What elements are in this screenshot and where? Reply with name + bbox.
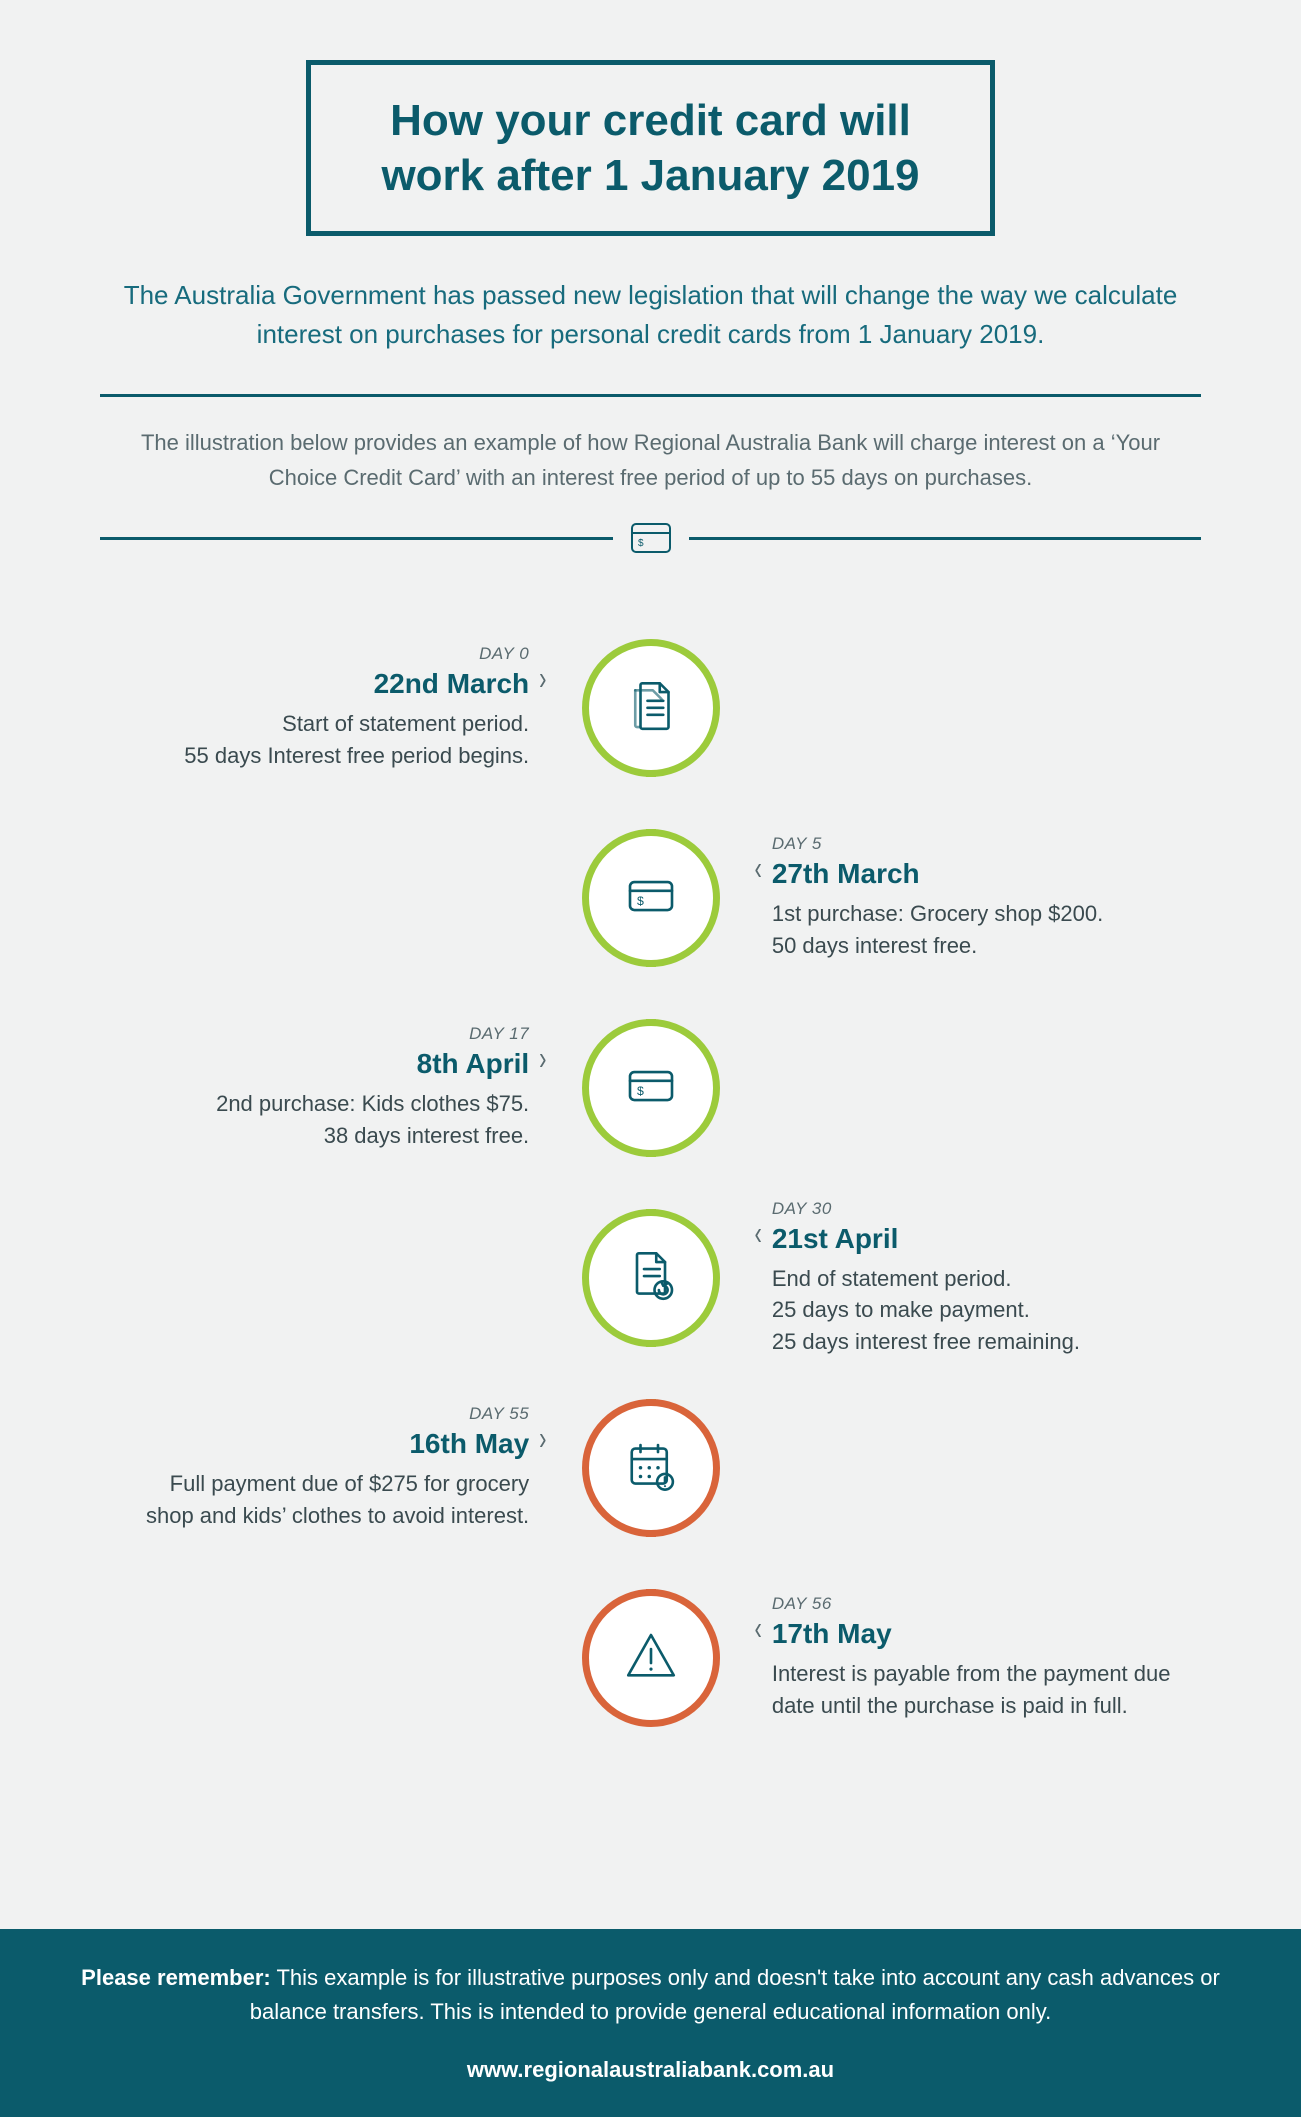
timeline-node: $ xyxy=(582,1019,720,1157)
entry-description: Interest is payable from the payment due… xyxy=(772,1658,1177,1722)
date-label: 8th April xyxy=(216,1048,529,1080)
timeline-node xyxy=(582,1209,720,1347)
timeline-entry: DAY 17 8th April 2nd purchase: Kids clothe… xyxy=(216,1024,529,1152)
timeline-row: ‹DAY 56 17th May Interest is payable from … xyxy=(101,1563,1201,1753)
entry-description: Full payment due of $275 for grocery sho… xyxy=(125,1468,530,1532)
timeline-entry: DAY 55 16th May Full payment due of $275 f… xyxy=(125,1404,530,1532)
timeline-node xyxy=(582,1589,720,1727)
chevron-right-icon: › xyxy=(529,663,556,696)
day-label: DAY 56 xyxy=(772,1594,1177,1614)
entry-description: 1st purchase: Grocery shop $200. 50 days… xyxy=(772,898,1103,962)
timeline-entry: DAY 30 21st April End of statement period.… xyxy=(772,1199,1080,1359)
day-label: DAY 17 xyxy=(216,1024,529,1044)
date-label: 17th May xyxy=(772,1618,1177,1650)
card-icon: $ xyxy=(623,1058,679,1119)
divider-top xyxy=(100,394,1201,397)
sub-paragraph: The illustration below provides an examp… xyxy=(141,425,1161,495)
credit-card-icon: $ xyxy=(631,523,671,553)
day-label: DAY 0 xyxy=(184,644,529,664)
timeline-node: $ xyxy=(582,829,720,967)
entry-description: 2nd purchase: Kids clothes $75. 38 days … xyxy=(216,1088,529,1152)
timeline-entry: DAY 5 27th March 1st purchase: Grocery sho… xyxy=(772,834,1103,962)
divider-line-right xyxy=(689,537,1202,540)
page-title: How your credit card will work after 1 J… xyxy=(381,93,919,203)
title-line-1: How your credit card will xyxy=(390,96,911,145)
document-refresh-icon xyxy=(623,1248,679,1309)
timeline: DAY 0 22nd March Start of statement period… xyxy=(101,613,1201,1868)
footer: Please remember: This example is for ill… xyxy=(0,1929,1301,2117)
document-icon xyxy=(623,678,679,739)
title-line-2: work after 1 January 2019 xyxy=(381,151,919,200)
timeline-entry: DAY 0 22nd March Start of statement period… xyxy=(184,644,529,772)
chevron-right-icon: › xyxy=(529,1423,556,1456)
page: How your credit card will work after 1 J… xyxy=(0,0,1301,2117)
timeline-row: $ ‹DAY 5 27th March 1st purchase: Grocery … xyxy=(101,803,1201,993)
timeline-row: DAY 17 8th April 2nd purchase: Kids clothe… xyxy=(101,993,1201,1183)
timeline-node xyxy=(582,1399,720,1537)
chevron-left-icon: ‹ xyxy=(745,1613,772,1646)
timeline-node xyxy=(582,639,720,777)
date-label: 22nd March xyxy=(184,668,529,700)
timeline-row: DAY 0 22nd March Start of statement period… xyxy=(101,613,1201,803)
svg-text:$: $ xyxy=(637,894,644,908)
entry-description: End of statement period. 25 days to make… xyxy=(772,1263,1080,1359)
date-label: 27th March xyxy=(772,858,1103,890)
footer-note: Please remember: This example is for ill… xyxy=(80,1961,1221,2029)
date-label: 16th May xyxy=(125,1428,530,1460)
card-icon: $ xyxy=(623,868,679,929)
svg-text:$: $ xyxy=(637,1084,644,1098)
divider-with-icon: $ xyxy=(100,523,1201,553)
warning-icon xyxy=(623,1628,679,1689)
lead-paragraph: The Australia Government has passed new … xyxy=(121,276,1181,354)
chevron-left-icon: ‹ xyxy=(745,1217,772,1250)
date-label: 21st April xyxy=(772,1223,1080,1255)
divider-line-left xyxy=(100,537,613,540)
title-box: How your credit card will work after 1 J… xyxy=(306,60,994,236)
timeline-entry: DAY 56 17th May Interest is payable from t… xyxy=(772,1594,1177,1722)
day-label: DAY 30 xyxy=(772,1199,1080,1219)
footer-note-label: Please remember: xyxy=(81,1965,271,1990)
day-label: DAY 55 xyxy=(125,1404,530,1424)
footer-note-text: This example is for illustrative purpose… xyxy=(250,1965,1220,2024)
chevron-right-icon: › xyxy=(529,1043,556,1076)
timeline-row: ‹DAY 30 21st April End of statement period… xyxy=(101,1183,1201,1373)
timeline-row: DAY 55 16th May Full payment due of $275 f… xyxy=(101,1373,1201,1563)
chevron-left-icon: ‹ xyxy=(745,853,772,886)
entry-description: Start of statement period. 55 days Inter… xyxy=(184,708,529,772)
footer-url: www.regionalaustraliabank.com.au xyxy=(80,2053,1221,2087)
svg-text:$: $ xyxy=(638,538,644,549)
calendar-alert-icon xyxy=(623,1438,679,1499)
day-label: DAY 5 xyxy=(772,834,1103,854)
